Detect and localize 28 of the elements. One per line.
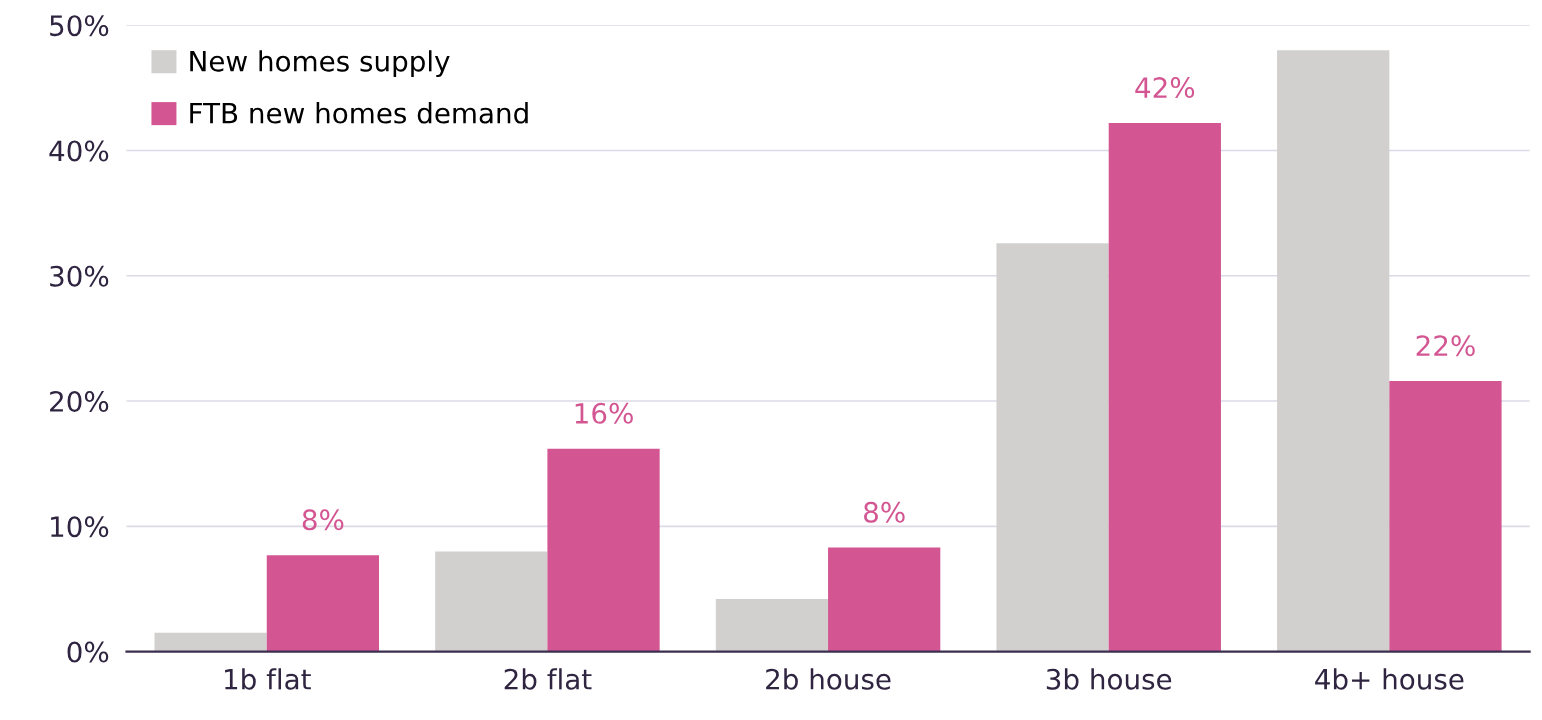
data-label: 8%	[864, 501, 905, 523]
bar	[1389, 381, 1502, 652]
bar	[435, 551, 548, 652]
y-tick-label: 10%	[51, 516, 109, 538]
x-tick-label: 1b flat	[225, 668, 311, 690]
data-label: 8%	[302, 509, 344, 531]
y-tick-label: 0%	[67, 641, 109, 663]
bar	[715, 598, 829, 652]
legend-label: New homes supply	[190, 50, 450, 78]
data-label: 22%	[1416, 335, 1475, 357]
bar	[547, 448, 660, 652]
x-tick-label: 2b flat	[504, 668, 592, 690]
x-tick-label: 2b house	[766, 668, 891, 690]
y-tick-label: 30%	[50, 265, 109, 287]
bar	[828, 547, 941, 652]
bar	[154, 632, 267, 652]
data-label: 16%	[575, 402, 633, 424]
y-tick-label: 20%	[50, 390, 109, 412]
x-tick-label: 3b house	[1046, 668, 1172, 690]
bar	[1277, 50, 1390, 652]
bar	[266, 555, 380, 652]
y-tick-label: 50%	[50, 15, 109, 37]
bar	[1108, 122, 1221, 652]
bar	[996, 243, 1109, 652]
legend-label: FTB new homes demand	[190, 102, 528, 124]
x-tick-label: 4b+ house	[1315, 668, 1464, 690]
y-tick-label: 40%	[49, 140, 109, 162]
data-label: 42%	[1135, 77, 1195, 99]
